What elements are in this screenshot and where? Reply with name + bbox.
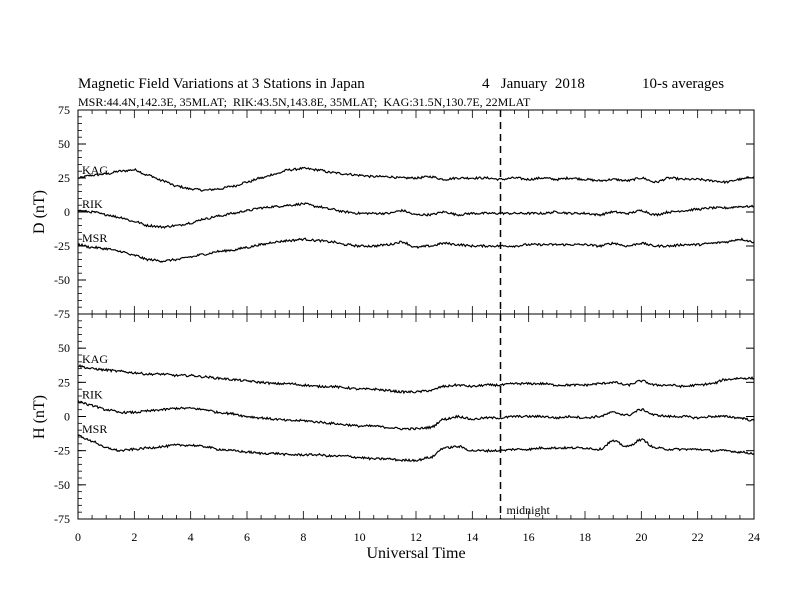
h-ytick-label: -50 xyxy=(54,478,70,492)
h-ytick-label: 50 xyxy=(58,341,70,355)
h-panel-frame xyxy=(77,313,755,520)
h-series-label-msr: MSR xyxy=(82,422,107,436)
h-series-label-kag: KAG xyxy=(82,352,108,366)
h-panel-series: KAG RIK MSR xyxy=(77,352,755,463)
h-series-kag xyxy=(78,364,755,395)
d-panel-ylabel: D (nT) xyxy=(31,190,48,234)
d-series-msr xyxy=(77,237,755,263)
d-panel-frame xyxy=(77,109,755,315)
d-ytick-label: 75 xyxy=(58,103,70,117)
station-info: MSR:44.4N,142.3E, 35MLAT; RIK:43.5N,143.… xyxy=(78,95,531,109)
d-ytick-label: 50 xyxy=(58,137,70,151)
xtick-label: 18 xyxy=(579,530,591,544)
d-series-kag xyxy=(77,166,755,192)
chart-title: Magnetic Field Variations at 3 Stations … xyxy=(78,76,365,92)
x-axis-ticks: 0 2 4 6 8 10 12 14 16 18 20 22 24 xyxy=(75,530,760,544)
h-panel-ticks: 50 25 0 -25 -50 -75 xyxy=(54,313,755,526)
h-series-rik xyxy=(77,400,755,431)
xtick-label: 20 xyxy=(635,530,647,544)
h-panel-ylabel: H (nT) xyxy=(31,395,48,439)
xtick-label: 22 xyxy=(692,530,704,544)
d-series-label-kag: KAG xyxy=(82,163,108,177)
h-ytick-label: -25 xyxy=(54,444,70,458)
xtick-label: 16 xyxy=(523,530,535,544)
xtick-label: 10 xyxy=(354,530,366,544)
xtick-label: 4 xyxy=(188,530,194,544)
d-series-label-rik: RIK xyxy=(82,197,103,211)
d-ytick-label: 25 xyxy=(58,171,70,185)
d-series-label-msr: MSR xyxy=(82,231,107,245)
d-ytick-label: 0 xyxy=(64,205,70,219)
d-ytick-label: -50 xyxy=(54,273,70,287)
xtick-label: 14 xyxy=(466,530,478,544)
midnight-label: midnight xyxy=(507,503,551,517)
h-series-msr xyxy=(77,434,755,463)
d-ytick-label: -75 xyxy=(54,307,70,321)
d-series-rik xyxy=(77,202,755,229)
h-ytick-label: 25 xyxy=(58,375,70,389)
xtick-label: 24 xyxy=(748,530,760,544)
chart-averaging: 10-s averages xyxy=(642,76,724,92)
d-panel-series: KAG RIK MSR xyxy=(77,163,755,263)
midnight-marker: midnight xyxy=(499,110,551,519)
x-axis-label: Universal Time xyxy=(366,545,465,562)
h-ytick-label: 0 xyxy=(64,410,70,424)
h-ytick-label: -75 xyxy=(54,512,70,526)
h-series-label-rik: RIK xyxy=(82,388,103,402)
xtick-label: 2 xyxy=(131,530,137,544)
xtick-label: 6 xyxy=(244,530,250,544)
chart-date: 4 January 2018 xyxy=(482,76,585,92)
d-panel-ticks: 75 50 25 0 -25 -50 -75 xyxy=(54,103,755,321)
xtick-label: 8 xyxy=(300,530,306,544)
d-ytick-label: -25 xyxy=(54,239,70,253)
xtick-label: 12 xyxy=(410,530,422,544)
xtick-label: 0 xyxy=(75,530,81,544)
